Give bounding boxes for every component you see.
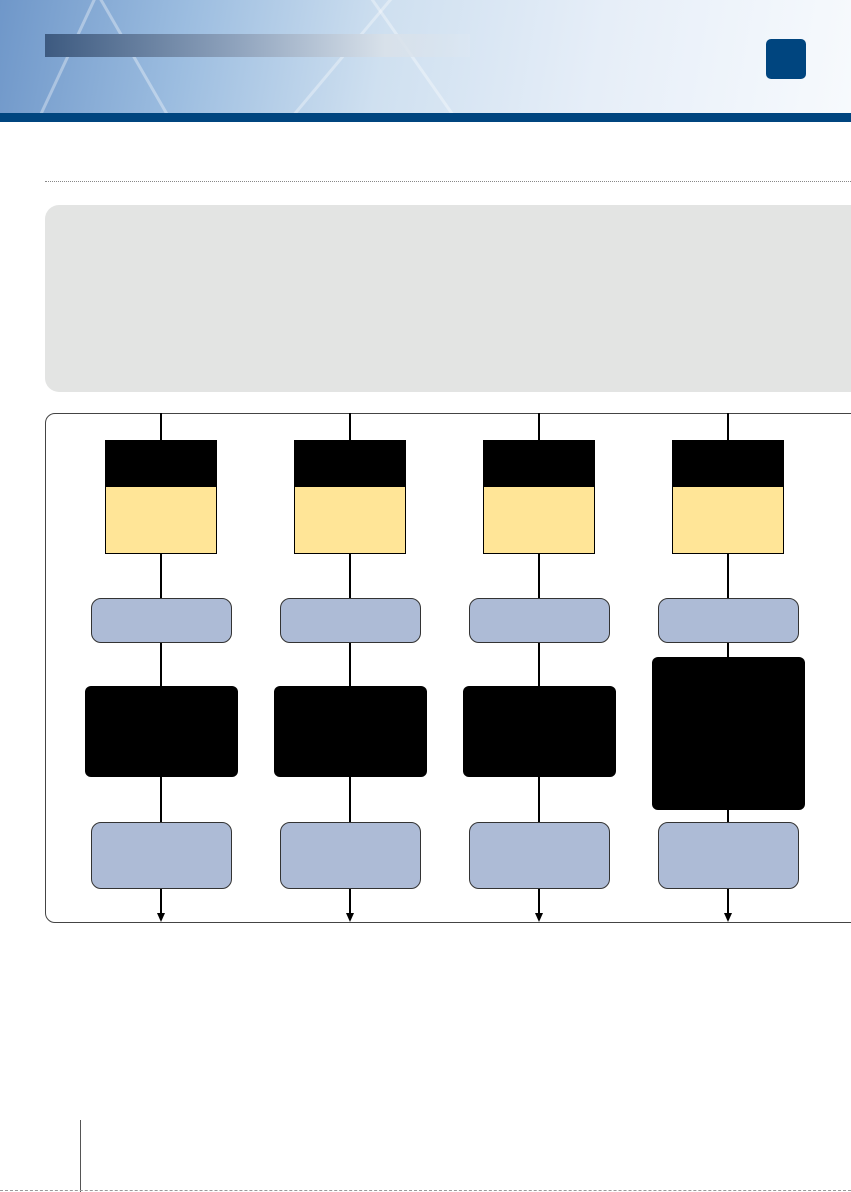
outcome-node bbox=[658, 822, 799, 889]
connector-line bbox=[349, 413, 351, 913]
step-body bbox=[105, 487, 217, 554]
step-header bbox=[294, 440, 406, 487]
detail-node bbox=[652, 657, 805, 810]
outcome-node bbox=[280, 822, 421, 889]
step-body bbox=[294, 487, 406, 554]
title-bar bbox=[45, 34, 470, 57]
step-header bbox=[105, 440, 217, 487]
chapter-badge bbox=[766, 39, 806, 79]
detail-node bbox=[463, 686, 616, 777]
outcome-node bbox=[91, 822, 232, 889]
header-rule bbox=[0, 113, 851, 122]
arrow-down-icon bbox=[724, 913, 732, 922]
step-header bbox=[483, 440, 595, 487]
process-node bbox=[91, 598, 232, 643]
arrow-down-icon bbox=[346, 913, 354, 922]
arrow-down-icon bbox=[157, 913, 165, 922]
step-body bbox=[672, 487, 784, 554]
arrow-down-icon bbox=[535, 913, 543, 922]
step-header bbox=[672, 440, 784, 487]
detail-node bbox=[85, 686, 238, 777]
detail-node bbox=[274, 686, 427, 777]
process-node bbox=[658, 598, 799, 643]
connector-line bbox=[538, 413, 540, 913]
process-node bbox=[280, 598, 421, 643]
intro-box bbox=[45, 205, 851, 392]
section-divider bbox=[45, 181, 851, 182]
outcome-node bbox=[469, 822, 610, 889]
page-bottom-rule bbox=[0, 1190, 851, 1191]
process-node bbox=[469, 598, 610, 643]
diagram-frame bbox=[45, 413, 851, 923]
footer-rule bbox=[80, 1120, 81, 1192]
step-body bbox=[483, 487, 595, 554]
connector-line bbox=[160, 413, 162, 913]
